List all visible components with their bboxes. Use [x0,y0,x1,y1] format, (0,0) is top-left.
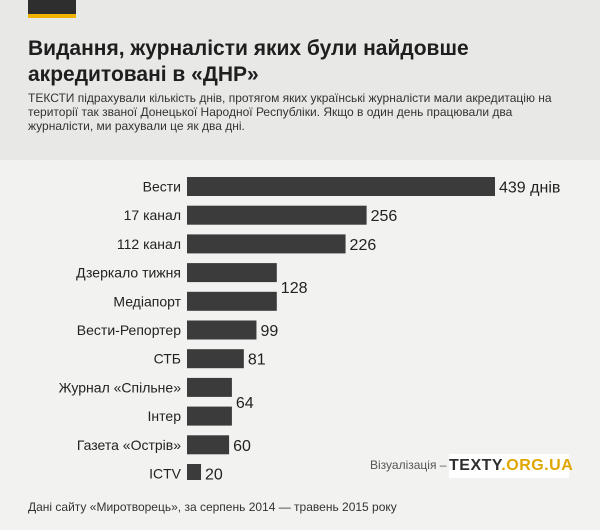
category-label-1: Вести [143,179,181,195]
texty-logo [28,0,76,18]
bar-5 [187,291,277,311]
category-label-5: Медіапорт [113,293,181,309]
brand-main: TEXTY [449,457,502,474]
value-label-1: 439 днів [499,180,560,197]
category-label-10: Газета «Острів» [77,437,181,453]
texty-brand-link[interactable]: TEXTY.ORG.UA [449,454,573,478]
visualization-credit: Візуалізація – [370,458,447,472]
header-band [0,0,600,160]
logo-accent-stripe [28,14,76,18]
value-label-3: 226 [350,237,377,254]
bar-10 [187,435,230,455]
bar-2 [187,205,367,225]
brand-domain: .ORG.UA [501,457,574,474]
bar-3 [187,234,346,254]
data-source-note: Дані сайту «Миротворець», за серпень 201… [28,500,397,514]
category-label-2: 17 канал [124,207,181,223]
value-label-9: 20 [205,467,223,481]
category-label-3: 112 канал [117,236,181,252]
value-label-4: 128 [281,280,308,297]
value-label-2: 256 [371,208,398,225]
value-label-8: 60 [233,438,251,455]
category-label-4: Дзеркало тижня [76,265,181,281]
value-label-5: 99 [260,323,278,340]
bar-7 [187,349,244,369]
bar-8 [187,377,232,397]
category-label-9: Інтер [148,408,182,424]
category-label-7: СТБ [154,351,181,367]
category-label-8: Журнал «Спільне» [59,379,182,395]
chart-subtitle: ТЕКСТИ підрахували кількість днів, протя… [28,91,552,133]
bar-4 [187,263,277,283]
category-label-11: ICTV [149,466,182,481]
bar-6 [187,320,257,340]
chart-title: Видання, журналісти яких були найдовше а… [28,37,469,86]
bar-9 [187,406,232,426]
value-label-6: 81 [248,352,266,369]
bar-11 [187,464,202,480]
bar-1 [187,177,495,196]
value-label-7: 64 [236,395,254,412]
category-label-6: Вести-Репортер [77,322,181,338]
bar-chart: Вести 17 канал 112 канал Дзеркало тижня Меді… [59,177,560,481]
